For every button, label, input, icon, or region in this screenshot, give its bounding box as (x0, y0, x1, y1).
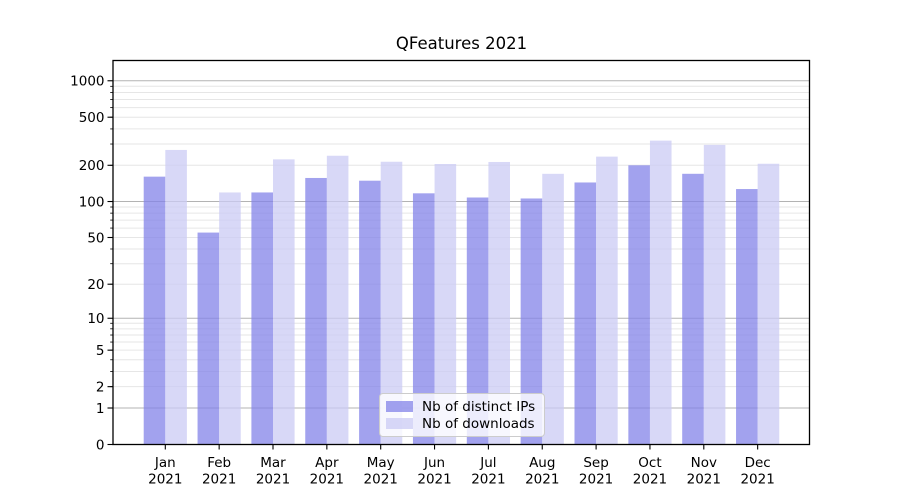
x-tick-label-year: 2021 (525, 472, 559, 488)
x-tick-label-month: May (367, 455, 395, 471)
x-tick-label-month: Jan (154, 455, 176, 471)
x-tick-label-year: 2021 (310, 472, 344, 488)
y-tick-label: 1000 (70, 74, 104, 90)
bar-distinct-ips-sep (574, 182, 597, 445)
y-tick-label: 100 (79, 194, 105, 210)
x-tick-label-year: 2021 (633, 472, 667, 488)
bar-distinct-ips-apr (305, 177, 327, 445)
chart-title: QFeatures 2021 (395, 34, 528, 53)
x-tick-label-month: Jun (423, 455, 445, 471)
x-tick-label-year: 2021 (148, 472, 182, 488)
bar-distinct-ips-feb (197, 232, 220, 445)
bar-distinct-ips-jun (412, 193, 435, 445)
x-tick-label-year: 2021 (202, 472, 236, 488)
x-tick-label-year: 2021 (687, 472, 721, 488)
y-tick-label: 1 (96, 401, 105, 417)
x-tick-label-year: 2021 (579, 472, 613, 488)
x-tick-label-month: Oct (638, 455, 661, 471)
legend-label-downloads: Nb of downloads (422, 415, 535, 432)
bar-distinct-ips-jan (143, 176, 166, 445)
bar-distinct-ips-jul (466, 197, 489, 445)
y-tick-label: 50 (87, 230, 104, 246)
x-tick-label-month: Aug (529, 455, 555, 471)
y-tick-label: 500 (79, 110, 105, 126)
bar-distinct-ips-nov (682, 173, 704, 445)
x-tick-label-month: Apr (315, 455, 339, 471)
y-tick-label: 5 (96, 343, 105, 359)
x-tick-label-month: Dec (745, 455, 771, 471)
y-tick-label: 20 (87, 277, 104, 293)
bar-downloads-nov (703, 144, 726, 445)
x-tick-label-year: 2021 (417, 472, 451, 488)
bar-distinct-ips-oct (628, 165, 650, 445)
legend-item-downloads: Nb of downloads (386, 415, 538, 432)
bar-downloads-oct (649, 140, 672, 445)
bar-distinct-ips-aug (520, 198, 543, 445)
legend-swatch-downloads (386, 418, 413, 429)
y-tick-label: 200 (79, 158, 105, 174)
x-tick-label-year: 2021 (740, 472, 774, 488)
x-tick-label-month: Nov (691, 455, 717, 471)
x-tick-label-month: Mar (260, 455, 286, 471)
legend-label-distinct-ips: Nb of distinct IPs (422, 398, 536, 415)
plot-border (112, 59, 811, 446)
x-tick-label-year: 2021 (364, 472, 398, 488)
bar-downloads-apr (326, 155, 349, 445)
x-tick-label-year: 2021 (471, 472, 505, 488)
x-tick-label-year: 2021 (256, 472, 290, 488)
x-tick-label-month: Sep (583, 455, 608, 471)
bar-distinct-ips-may (359, 180, 381, 445)
y-tick-label: 2 (96, 380, 105, 396)
x-tick-label-month: Jul (479, 455, 496, 471)
bar-downloads-mar (273, 159, 295, 445)
bar-distinct-ips-dec (736, 189, 758, 445)
bar-downloads-feb (219, 192, 241, 445)
y-tick-label: 10 (87, 311, 104, 327)
legend: Nb of distinct IPs Nb of downloads (379, 393, 545, 437)
x-tick-label-month: Feb (207, 455, 231, 471)
bar-downloads-may (380, 161, 403, 445)
bar-downloads-dec (757, 163, 780, 445)
bar-downloads-jan (165, 149, 187, 445)
bar-downloads-jun (434, 164, 457, 445)
bar-downloads-sep (596, 156, 618, 445)
bar-distinct-ips-mar (251, 192, 273, 445)
bar-downloads-jul (488, 161, 510, 445)
legend-item-distinct-ips: Nb of distinct IPs (386, 398, 538, 415)
y-tick-label: 0 (96, 437, 105, 453)
legend-swatch-distinct-ips (386, 401, 413, 412)
bar-downloads-aug (542, 173, 564, 445)
